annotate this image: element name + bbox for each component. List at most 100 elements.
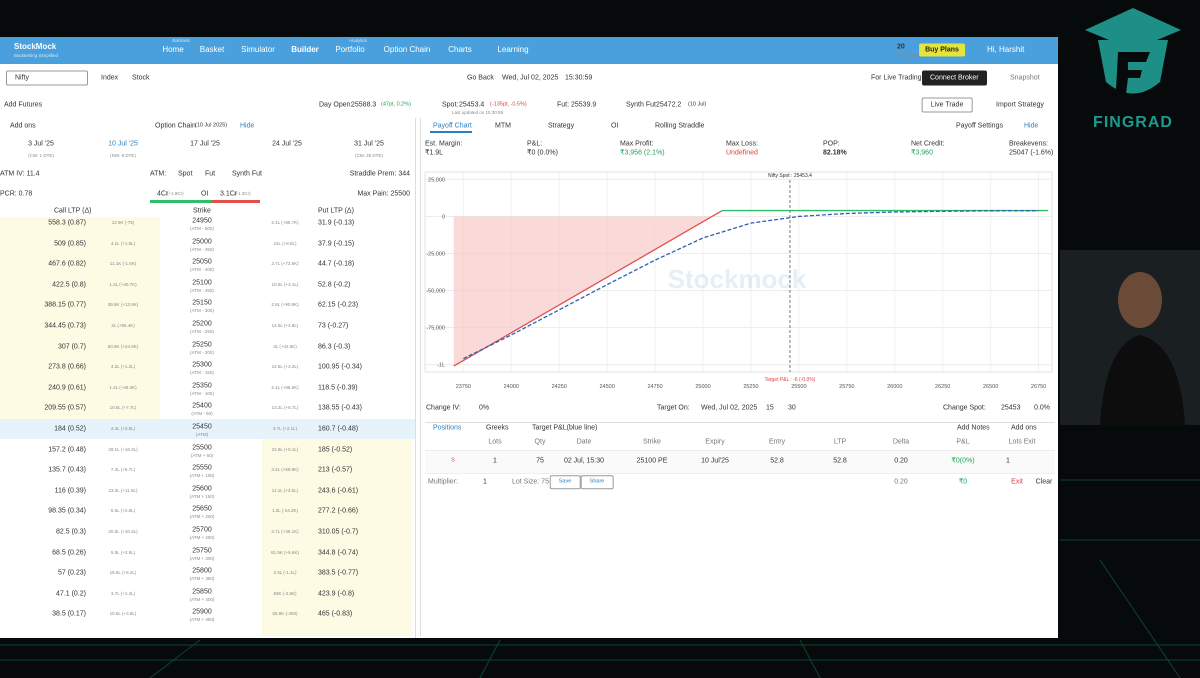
put-ltp[interactable]: 423.9 (-0.8) (318, 590, 355, 598)
connect-broker[interactable]: Connect Broker (922, 70, 987, 86)
put-ltp[interactable]: 243.6 (-0.61) (318, 487, 359, 495)
import-strategy[interactable]: Import Strategy (996, 101, 1044, 109)
put-ltp[interactable]: 62.15 (-0.23) (318, 301, 359, 309)
target-hour[interactable]: 15 (766, 404, 774, 412)
call-ltp[interactable]: 68.5 (0.26) (52, 549, 86, 557)
call-ltp[interactable]: 135.7 (0.43) (48, 466, 86, 474)
atm-option[interactable]: Spot (178, 170, 193, 178)
positions-tab[interactable]: Positions (433, 424, 462, 432)
buy-plans[interactable]: Buy Plans (919, 43, 965, 57)
payoff-settings[interactable]: Payoff Settings (956, 122, 1003, 130)
add-ons[interactable]: Add ons (1011, 424, 1037, 432)
call-ltp[interactable]: 388.15 (0.77) (44, 301, 86, 309)
expiry[interactable]: 3 Jul '25 (28, 140, 54, 148)
iv-input[interactable]: 0% (479, 404, 490, 412)
put-ltp[interactable]: 185 (-0.52) (318, 446, 353, 454)
nav-item[interactable]: Builder (291, 45, 319, 54)
live-trade[interactable]: Live Trade (921, 97, 973, 113)
nav-item[interactable]: Learning (497, 45, 529, 54)
x-tick-label: 24750 (647, 384, 662, 390)
put-ltp[interactable]: 344.8 (-0.74) (318, 549, 359, 557)
exit-lots[interactable]: 1 (1006, 457, 1010, 465)
live-label: For Live Trading (871, 74, 922, 82)
call-ltp[interactable]: 157.2 (0.48) (48, 446, 86, 454)
share[interactable]: Share (580, 475, 614, 489)
chart-tab[interactable]: Strategy (548, 122, 575, 130)
put-ltp[interactable]: 52.8 (-0.2) (318, 281, 351, 289)
call-ltp[interactable]: 307 (0.7) (57, 343, 86, 351)
nav-item[interactable]: Home (162, 45, 184, 54)
put-ltp[interactable]: 73 (-0.27) (318, 322, 349, 330)
add-ons[interactable]: Add ons (10, 122, 36, 130)
call-oi: 29.1L (+16.3L) (108, 446, 138, 452)
add-notes[interactable]: Add Notes (957, 424, 990, 432)
save[interactable]: Save (549, 475, 581, 489)
call-ltp[interactable]: 467.6 (0.82) (48, 260, 86, 268)
spot-input[interactable]: 25453 (1001, 404, 1021, 412)
chart-tab[interactable]: Payoff Chart (433, 122, 472, 130)
call-ltp[interactable]: 422.5 (0.8) (52, 281, 86, 289)
chart-tab[interactable]: Rolling Straddle (655, 122, 705, 130)
put-ltp[interactable]: 31.9 (-0.13) (318, 219, 355, 227)
strike: 24950 (192, 217, 212, 225)
hide[interactable]: Hide (240, 122, 255, 130)
exit[interactable]: Exit (1011, 478, 1023, 486)
put-oi: 14.6L (+4.2L) (271, 363, 299, 369)
expiry[interactable]: 10 Jul '25 (108, 140, 138, 148)
target-min[interactable]: 30 (788, 404, 796, 412)
call-ltp[interactable]: 116 (0.39) (54, 487, 86, 495)
positions-tab[interactable]: Target P&L(blue line) (532, 424, 598, 432)
index-radio[interactable]: Index (101, 74, 119, 82)
call-ltp[interactable]: 82.5 (0.3) (56, 528, 86, 536)
put-ltp[interactable]: 118.5 (-0.39) (318, 384, 358, 392)
put-ltp[interactable]: 160.7 (-0.48) (318, 425, 359, 433)
multiplier[interactable]: 1 (483, 478, 487, 486)
nav-item[interactable]: Simulator (241, 45, 275, 54)
nav-item[interactable]: Basket (199, 45, 225, 54)
put-ltp[interactable]: 383.5 (-0.77) (318, 569, 359, 577)
symbol-select[interactable]: Nifty (6, 70, 88, 86)
put-ltp[interactable]: 465 (-0.83) (318, 610, 353, 618)
target-date[interactable]: Wed, Jul 02, 2025 (701, 404, 758, 412)
stock-radio[interactable]: Stock (132, 74, 150, 82)
put-ltp[interactable]: 213 (-0.57) (318, 466, 353, 474)
put-ltp[interactable]: 100.95 (-0.34) (318, 363, 362, 371)
strike: 25250 (192, 341, 212, 349)
call-ltp[interactable]: 98.35 (0.34) (48, 507, 86, 515)
chart-tab[interactable]: MTM (495, 122, 511, 130)
put-ltp[interactable]: 86.3 (-0.3) (318, 343, 351, 351)
expiry[interactable]: 31 Jul '25 (354, 140, 384, 148)
go-back[interactable]: Go Back (467, 74, 494, 82)
call-ltp[interactable]: 344.45 (0.73) (44, 322, 86, 330)
nav-item[interactable]: Charts (448, 45, 472, 54)
call-ltp[interactable]: 38.5 (0.17) (52, 610, 86, 618)
call-ltp[interactable]: 57 (0.23) (57, 569, 86, 577)
call-ltp[interactable]: 184 (0.52) (54, 425, 86, 433)
snapshot[interactable]: Snapshot (1010, 74, 1040, 82)
expiry[interactable]: 17 Jul '25 (190, 140, 220, 148)
chart-tab[interactable]: OI (611, 122, 619, 130)
atm-option[interactable]: Fut (205, 170, 216, 178)
nav-item[interactable]: Option Chain (383, 45, 431, 54)
put-ltp[interactable]: 277.2 (-0.66) (318, 507, 359, 515)
put-ltp[interactable]: 37.9 (-0.15) (318, 240, 355, 248)
atm-option[interactable]: Synth Fut (232, 170, 262, 178)
put-ltp[interactable]: 44.7 (-0.18) (318, 260, 355, 268)
clear[interactable]: Clear (1035, 478, 1053, 486)
user-name[interactable]: Hi, Harshit (987, 45, 1025, 54)
strike: 25700 (192, 526, 212, 534)
call-ltp[interactable]: 209.55 (0.57) (44, 404, 86, 412)
nav-item[interactable]: Portfolio (335, 45, 365, 54)
call-ltp[interactable]: 273.8 (0.66) (48, 363, 86, 371)
call-ltp[interactable]: 509 (0.85) (54, 240, 86, 248)
call-ltp[interactable]: 47.1 (0.2) (56, 590, 86, 598)
put-ltp[interactable]: 310.05 (-0.7) (318, 528, 359, 536)
expiry[interactable]: 24 Jul '25 (272, 140, 302, 148)
put-ltp[interactable]: 138.55 (-0.43) (318, 404, 362, 412)
hide[interactable]: Hide (1024, 122, 1039, 130)
add-futures[interactable]: Add Futures (4, 101, 43, 109)
positions-tab[interactable]: Greeks (486, 424, 509, 432)
call-ltp[interactable]: 558.3 (0.87) (48, 219, 86, 227)
call-ltp[interactable]: 240.9 (0.61) (48, 384, 86, 392)
put-oi: 13.2L (+6.7L) (271, 405, 299, 411)
